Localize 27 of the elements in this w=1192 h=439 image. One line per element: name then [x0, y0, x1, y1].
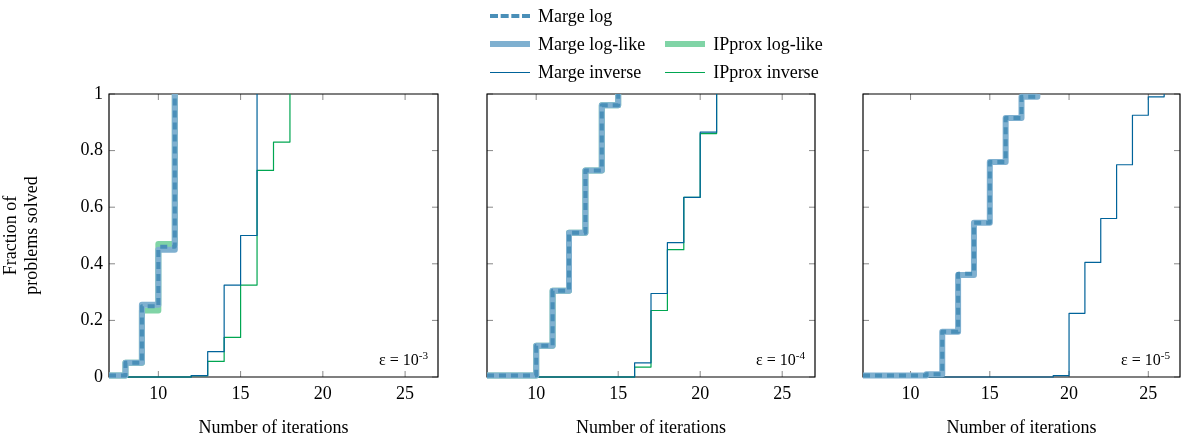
x-tick-label: 10	[149, 382, 168, 403]
x-tick-label: 25	[773, 382, 792, 403]
legend-label: Marge inverse	[538, 61, 642, 83]
y-tick-label: 1	[94, 82, 103, 103]
x-tick-label: 15	[231, 382, 250, 403]
x-axis-title: Number of iterations	[198, 416, 349, 437]
y-tick-label: 0.2	[80, 309, 103, 330]
x-axis-title: Number of iterations	[946, 416, 1097, 437]
x-tick-label: 25	[396, 382, 415, 403]
legend-label: Marge log-like	[538, 33, 646, 55]
x-tick-label: 20	[691, 382, 710, 403]
legend-label: IPprox log-like	[713, 33, 823, 55]
y-axis-title: Fraction of problems solved	[0, 176, 42, 295]
x-axis-title: Number of iterations	[576, 416, 726, 437]
legend-label: Marge log	[538, 5, 613, 27]
x-tick-label: 10	[527, 382, 546, 403]
x-tick-label: 15	[980, 382, 999, 403]
x-tick-label: 15	[609, 382, 628, 403]
x-tick-label: 10	[901, 382, 920, 403]
y-tick-label: 0	[94, 365, 103, 386]
y-tick-label: 0.8	[80, 139, 103, 160]
legend-label: IPprox inverse	[713, 61, 819, 83]
y-tick-label: 0.4	[80, 252, 103, 273]
y-tick-label: 0.6	[80, 195, 103, 216]
x-tick-label: 20	[1060, 382, 1079, 403]
x-tick-label: 20	[313, 382, 332, 403]
x-tick-label: 25	[1139, 382, 1158, 403]
